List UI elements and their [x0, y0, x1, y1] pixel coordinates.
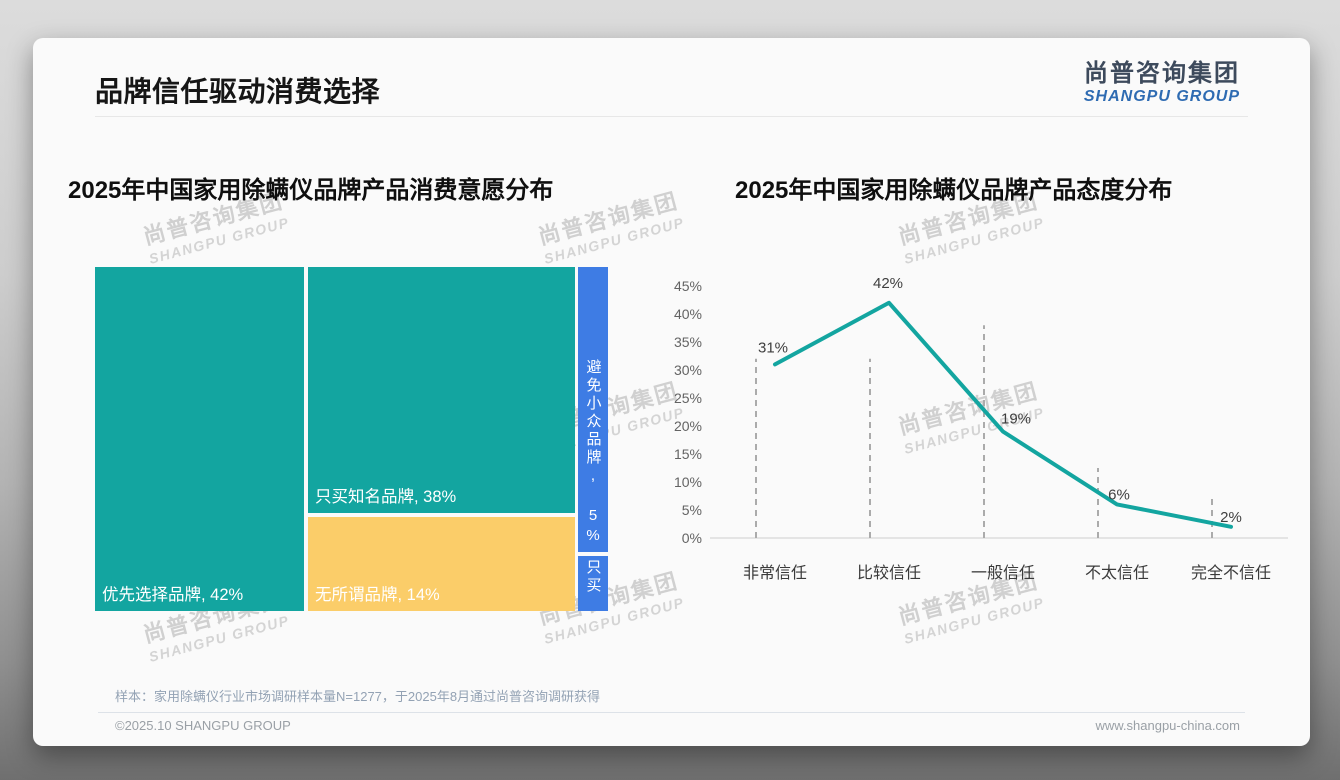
watermark-line2: SHANGPU GROUP — [147, 213, 292, 267]
watermark-line1: 尚普咨询集团 — [535, 188, 682, 250]
y-axis-tick-label: 15% — [674, 446, 702, 462]
data-point-label: 31% — [758, 339, 788, 356]
logo-chinese-text: 尚普咨询集团 — [1084, 60, 1240, 87]
y-axis-tick-label: 10% — [674, 474, 702, 490]
treemap-block-only-buy-clipped: 只买 — [578, 556, 608, 611]
x-category-label: 非常信任 — [743, 564, 807, 582]
attitude-line-chart: 45% 40% 35% 30% 25% 20% 15% 10% 5% 0% 31% 42% 19% 6% 2… — [660, 258, 1308, 588]
treemap-block-avoid-niche-brand: 避免小众品牌, 5% — [578, 267, 608, 552]
page-title: 品牌信任驱动消费选择 — [95, 76, 381, 107]
website-link[interactable]: www.shangpu-china.com — [1095, 718, 1240, 733]
y-axis-tick-label: 25% — [674, 390, 702, 406]
treemap-label: 只买知名品牌, 38% — [315, 488, 457, 506]
consumption-willingness-treemap: 优先选择品牌, 42% 只买知名品牌, 38% 无所谓品牌, 14% 避免小众品… — [95, 267, 608, 611]
line-chart-svg: 45% 40% 35% 30% 25% 20% 15% 10% 5% 0% 31% 42% 19% 6% 2… — [674, 275, 1288, 582]
data-point-label: 42% — [873, 275, 903, 292]
x-category-label: 不太信任 — [1085, 564, 1149, 582]
data-point-label: 6% — [1108, 486, 1130, 503]
treemap-chart-title: 2025年中国家用除螨仪品牌产品消费意愿分布 — [68, 177, 554, 204]
y-axis-tick-label: 5% — [682, 502, 702, 518]
treemap-label-vertical: 只买 — [584, 559, 602, 595]
company-logo: 尚普咨询集团 SHANGPU GROUP — [1084, 60, 1240, 106]
watermark-line2: SHANGPU GROUP — [147, 611, 292, 665]
copyright-text: ©2025.10 SHANGPU GROUP — [115, 718, 291, 733]
y-axis-tick-label: 30% — [674, 362, 702, 378]
y-axis-tick-label: 40% — [674, 306, 702, 322]
treemap-label-vertical: 避免小众品牌, 5% — [584, 359, 602, 547]
logo-english-text: SHANGPU GROUP — [1083, 87, 1240, 105]
sample-note: 样本：家用除螨仪行业市场调研样本量N=1277，于2025年8月通过尚普咨询调研… — [115, 689, 601, 704]
data-point-label: 19% — [1001, 411, 1031, 428]
y-axis-tick-label: 35% — [674, 334, 702, 350]
watermark-line2: SHANGPU GROUP — [902, 593, 1047, 647]
treemap-block-only-known-brand: 只买知名品牌, 38% — [308, 267, 575, 513]
y-axis-tick-label: 45% — [674, 278, 702, 294]
treemap-block-prefer-brand: 优先选择品牌, 42% — [95, 267, 304, 611]
trend-line — [773, 300, 1233, 529]
line-chart-title: 2025年中国家用除螨仪品牌产品态度分布 — [735, 177, 1173, 204]
slide-card: 尚普咨询集团 SHANGPU GROUP 尚普咨询集团 SHANGPU GROUP 尚普… — [33, 38, 1310, 746]
x-category-label: 比较信任 — [857, 564, 921, 582]
treemap-label: 优先选择品牌, 42% — [102, 586, 244, 604]
x-category-label: 一般信任 — [971, 564, 1035, 582]
x-category-label: 完全不信任 — [1191, 564, 1271, 582]
y-axis-tick-label: 20% — [674, 418, 702, 434]
footer-divider — [98, 712, 1245, 713]
y-axis-tick-label: 0% — [682, 530, 702, 546]
treemap-block-indifferent-brand: 无所谓品牌, 14% — [308, 517, 575, 611]
data-point-label: 2% — [1220, 509, 1242, 526]
title-divider — [95, 116, 1248, 117]
treemap-label: 无所谓品牌, 14% — [315, 586, 440, 604]
